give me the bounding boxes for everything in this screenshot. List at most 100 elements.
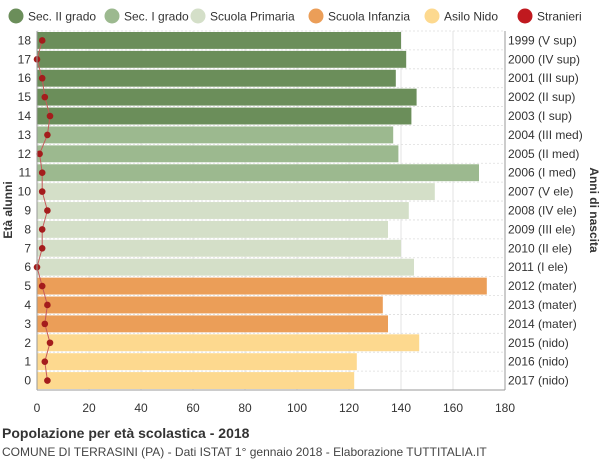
birth-year-tick-label: 2015 (nido) — [508, 336, 569, 350]
age-tick-label: 8 — [24, 222, 31, 236]
birth-year-tick-label: 2008 (IV ele) — [508, 204, 577, 218]
stranieri-point — [38, 169, 46, 177]
stranieri-point — [44, 131, 51, 139]
legend-label: Asilo Nido — [444, 10, 498, 24]
bar — [37, 88, 417, 106]
legend-swatch — [517, 8, 533, 24]
legend-swatch — [308, 8, 324, 24]
bar — [37, 32, 401, 49]
x-tick-label: 20 — [82, 401, 96, 415]
age-tick-label: 17 — [18, 52, 32, 66]
stranieri-point — [38, 74, 46, 82]
legend-swatch — [424, 8, 440, 24]
age-tick-label: 3 — [24, 317, 31, 331]
x-tick-label: 0 — [34, 401, 41, 415]
chart-subtitle: COMUNE DI TERRASINI (PA) - Dati ISTAT 1°… — [2, 445, 487, 459]
age-tick-label: 12 — [18, 147, 32, 161]
age-tick-label: 9 — [24, 204, 31, 218]
birth-year-tick-label: 2013 (mater) — [508, 298, 577, 312]
birth-year-tick-label: 2004 (III med) — [508, 128, 583, 142]
stranieri-point — [38, 188, 46, 195]
legend-swatch — [190, 8, 206, 24]
bar — [37, 296, 383, 314]
age-tick-label: 5 — [24, 279, 31, 293]
stranieri-point — [44, 301, 51, 309]
stranieri-point — [44, 207, 51, 214]
age-tick-label: 4 — [24, 298, 31, 312]
bar — [37, 126, 394, 144]
stranieri-point — [36, 150, 43, 158]
birth-year-tick-label: 2010 (II ele) — [508, 241, 572, 255]
birth-year-tick-label: 2005 (II med) — [508, 147, 579, 161]
age-tick-label: 16 — [18, 71, 32, 85]
birth-year-tick-label: 2006 (I med) — [508, 166, 576, 180]
birth-year-tick-label: 2000 (IV sup) — [508, 52, 580, 66]
stranieri-point — [38, 282, 46, 290]
bar — [37, 353, 357, 371]
x-tick-label: 80 — [238, 401, 252, 415]
x-tick-label: 140 — [391, 401, 411, 415]
legend-label: Sec. I grado — [124, 10, 189, 24]
birth-year-tick-label: 2016 (nido) — [508, 355, 569, 369]
x-tick-label: 40 — [134, 401, 148, 415]
chart-title: Popolazione per età scolastica - 2018 — [2, 425, 250, 441]
birth-year-tick-label: 1999 (V sup) — [508, 33, 577, 47]
age-tick-label: 7 — [24, 241, 31, 255]
age-tick-label: 11 — [19, 166, 32, 180]
stranieri-point — [41, 93, 49, 101]
x-tick-label: 160 — [443, 401, 463, 415]
bar — [37, 202, 409, 219]
bar — [37, 107, 412, 125]
bar — [37, 315, 388, 333]
stranieri-point — [38, 226, 46, 233]
birth-year-tick-label: 2014 (mater) — [508, 317, 577, 331]
bar — [37, 258, 414, 276]
bar — [37, 164, 479, 182]
bar — [37, 277, 487, 295]
age-tick-label: 13 — [18, 128, 32, 142]
birth-year-tick-label: 2009 (III ele) — [508, 222, 575, 236]
stranieri-point — [41, 320, 49, 328]
legend-label: Scuola Primaria — [210, 10, 295, 24]
bar — [37, 50, 407, 68]
birth-year-tick-label: 2007 (V ele) — [508, 185, 573, 199]
birth-year-tick-label: 2003 (I sup) — [508, 109, 572, 123]
birth-year-tick-label: 2012 (mater) — [508, 279, 577, 293]
x-tick-label: 120 — [339, 401, 359, 415]
age-tick-label: 6 — [24, 260, 31, 274]
bar — [37, 372, 355, 389]
legend-label: Stranieri — [537, 10, 582, 24]
legend-label: Scuola Infanzia — [328, 10, 410, 24]
age-tick-label: 18 — [18, 33, 32, 47]
age-tick-label: 1 — [24, 355, 31, 369]
bar — [37, 183, 435, 201]
stranieri-point — [44, 377, 51, 384]
legend-swatch — [8, 8, 24, 24]
age-tick-label: 14 — [18, 109, 32, 123]
age-tick-label: 10 — [18, 185, 32, 199]
y-axis-title-right: Anni di nascita — [587, 167, 600, 253]
bar — [37, 145, 399, 163]
x-tick-label: 100 — [287, 401, 307, 415]
stranieri-point — [46, 339, 54, 347]
age-tick-label: 15 — [18, 90, 32, 104]
age-tick-label: 0 — [24, 374, 31, 388]
birth-year-tick-label: 2017 (nido) — [508, 374, 569, 388]
bar — [37, 69, 396, 87]
x-tick-label: 180 — [495, 401, 515, 415]
stranieri-point — [46, 112, 54, 120]
legend-label: Sec. II grado — [28, 10, 96, 24]
bar — [37, 334, 420, 352]
birth-year-tick-label: 2001 (III sup) — [508, 71, 579, 85]
bar — [37, 239, 401, 257]
stranieri-point — [41, 358, 49, 365]
bar — [37, 220, 388, 238]
age-tick-label: 2 — [24, 336, 31, 350]
stranieri-point — [38, 244, 46, 252]
y-axis-title-left: Età alunni — [1, 181, 15, 238]
x-tick-label: 60 — [186, 401, 200, 415]
birth-year-tick-label: 2002 (II sup) — [508, 90, 575, 104]
birth-year-tick-label: 2011 (I ele) — [508, 260, 568, 274]
legend-swatch — [104, 8, 120, 24]
